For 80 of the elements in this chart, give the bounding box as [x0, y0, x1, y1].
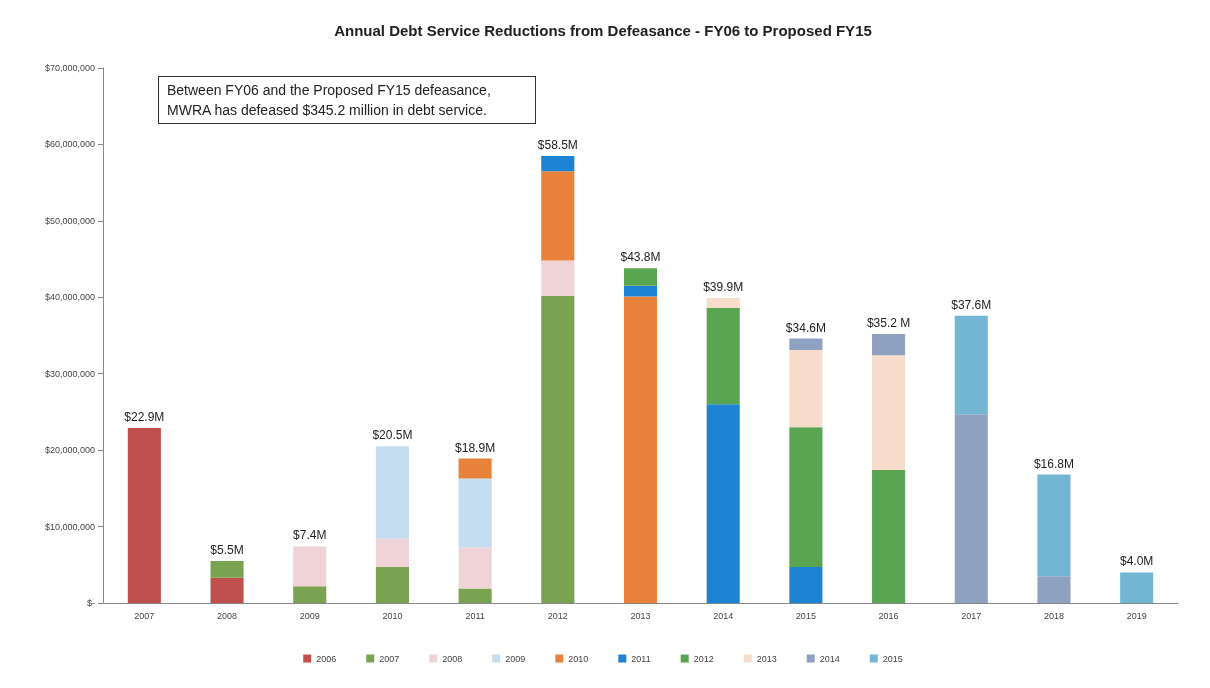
bar	[789, 350, 823, 428]
x-tick-label: 2013	[630, 610, 651, 621]
bar	[954, 315, 988, 415]
bar	[623, 285, 658, 297]
bar	[458, 588, 492, 603]
x-tick-label: 2010	[382, 610, 403, 621]
total-label: $37.6M	[951, 297, 992, 312]
bar	[375, 567, 409, 603]
bar	[293, 546, 327, 587]
total-label: $5.5M	[210, 542, 244, 557]
y-tick-label: $30,000,000	[44, 368, 95, 379]
total-label: $35.2 M	[866, 315, 911, 330]
bar	[1037, 576, 1071, 603]
bar	[458, 547, 492, 589]
bar	[789, 427, 823, 568]
bar	[210, 560, 244, 578]
total-label: $22.9M	[124, 409, 165, 424]
y-tick-label: $-	[86, 598, 95, 608]
bar	[293, 586, 327, 603]
x-tick-label: 2009	[299, 610, 320, 621]
bar	[623, 268, 658, 286]
x-tick-label: 2018	[1043, 610, 1064, 621]
x-tick-label: 2011	[465, 610, 485, 621]
x-tick-label: 2014	[713, 610, 734, 621]
y-tick-label: $20,000,000	[44, 445, 95, 456]
bar	[789, 567, 823, 603]
total-label: $20.5M	[372, 428, 413, 443]
bar	[623, 296, 658, 603]
total-label: $58.5M	[537, 137, 578, 152]
legend-label: 2015	[882, 653, 903, 664]
legend-label: 2014	[819, 653, 840, 664]
legend-label: 2008	[442, 653, 463, 664]
x-tick-label: 2007	[134, 610, 155, 621]
bar	[1120, 572, 1154, 603]
total-label: $4.0M	[1119, 554, 1154, 569]
bar	[706, 298, 740, 308]
legend-label: 2006	[316, 653, 337, 664]
legend-label: 2013	[756, 653, 777, 664]
bar	[872, 333, 906, 356]
bar	[954, 414, 988, 603]
bar	[458, 478, 492, 548]
bar	[706, 404, 740, 603]
bar	[127, 427, 161, 603]
bar	[541, 155, 575, 172]
y-tick-label: $50,000,000	[44, 215, 95, 226]
total-label: $7.4M	[293, 528, 327, 543]
total-label: $43.8M	[620, 250, 661, 265]
legend-label: 2007	[379, 653, 400, 664]
bar	[541, 171, 575, 261]
legend-label: 2009	[505, 653, 526, 664]
y-tick-label: $70,000,000	[44, 63, 95, 73]
legend-label: 2012	[693, 653, 714, 664]
x-tick-label: 2017	[961, 610, 982, 621]
bar	[541, 260, 575, 296]
x-tick-label: 2008	[217, 610, 238, 621]
x-tick-label: 2019	[1126, 610, 1147, 621]
x-tick-label: 2015	[795, 610, 816, 621]
annotation: Between FY06 and the Proposed FY15 defeasance, MWRA has defeased $345.2 million in debt service.	[158, 76, 536, 124]
bar	[375, 538, 409, 568]
bar	[789, 338, 823, 351]
bar	[458, 458, 492, 479]
bar	[375, 446, 409, 539]
bar	[872, 470, 906, 603]
chart-title: Annual Debt Service Reductions from Defeasance - FY06 to Proposed FY15	[334, 22, 872, 39]
total-label: $34.6M	[785, 320, 826, 335]
total-label: $39.9M	[703, 280, 744, 295]
y-tick-label: $10,000,000	[44, 521, 95, 532]
total-label: $18.9M	[455, 440, 496, 455]
y-tick-label: $40,000,000	[44, 292, 95, 303]
x-tick-label: 2012	[547, 610, 568, 621]
y-tick-label: $60,000,000	[44, 139, 95, 150]
legend-label: 2011	[631, 653, 651, 664]
legend-label: 2010	[568, 653, 589, 664]
bar	[210, 577, 244, 603]
bar	[1037, 474, 1071, 577]
bar	[872, 355, 906, 471]
bar	[541, 295, 575, 603]
x-tick-label: 2016	[878, 610, 899, 621]
bar	[706, 307, 740, 405]
total-label: $16.8M	[1033, 456, 1074, 471]
